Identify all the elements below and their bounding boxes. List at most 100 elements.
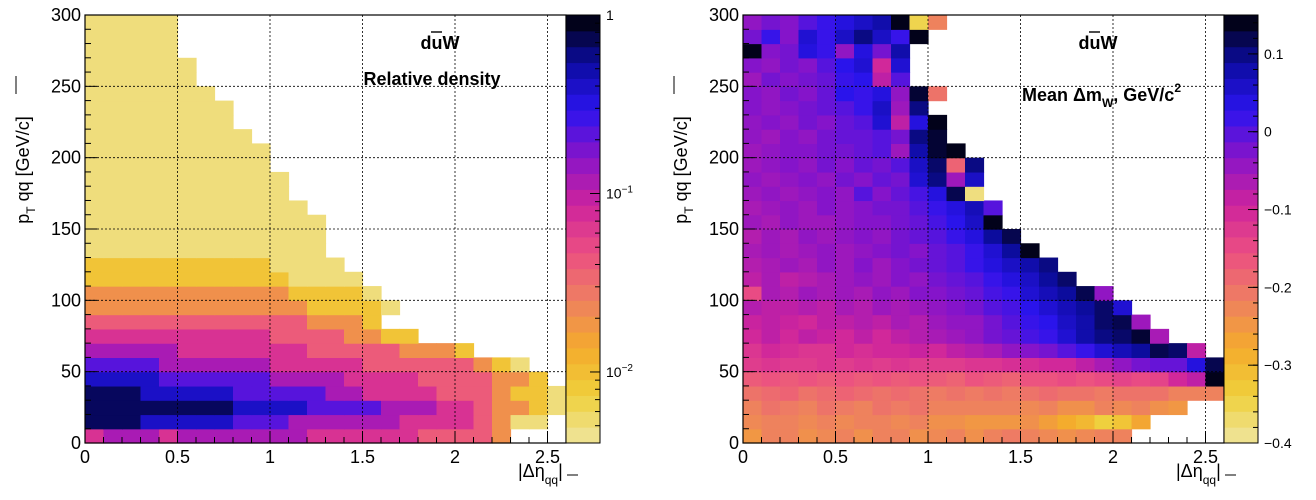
heatmap-cell [177,371,197,387]
colorbar [566,14,600,444]
heatmap-cell [159,171,179,187]
heatmap-cell [344,328,364,344]
heatmap-cell [344,357,364,373]
heatmap-cell [381,414,401,430]
colorbar-band [566,347,600,365]
heatmap-cell [817,300,837,316]
heatmap-cell [1002,271,1022,287]
heatmap-cell [1076,357,1096,373]
heatmap-cell [1094,385,1114,401]
heatmap-cell [780,314,800,330]
heatmap-cell [159,328,179,344]
heatmap-cell [965,385,985,401]
heatmap-cell [455,414,475,430]
heatmap-cell [817,428,837,444]
heatmap-cell [103,343,123,358]
heatmap-cell [817,129,837,144]
heatmap-cell [1094,357,1114,373]
heatmap-cell [85,343,105,358]
heatmap-cell [214,214,234,230]
heatmap-cell [399,357,419,373]
heatmap-cell [344,414,364,430]
heatmap-cell [436,357,456,373]
heatmap-cell [743,72,763,87]
heatmap-cell [817,343,837,358]
heatmap-cell [1076,385,1096,401]
heatmap-cell [270,229,290,244]
heatmap-cell [1187,357,1207,373]
heatmap-cell [455,343,475,358]
heatmap-cell [177,200,197,216]
heatmap-cell [122,371,142,387]
heatmap-cell [251,357,271,373]
heatmap-cell [140,357,160,373]
heatmap-cell [743,214,763,230]
heatmap-cell [196,414,216,430]
heatmap-cell [872,357,892,373]
heatmap-cell [177,314,197,330]
heatmap-cell [251,271,271,287]
heatmap-cell [288,229,308,244]
heatmap-cell [743,57,763,73]
heatmap-cell [798,114,818,130]
heatmap-cell [835,300,855,316]
heatmap-cell [307,300,327,316]
heatmap-cell [835,385,855,401]
heatmap-cell [473,414,493,430]
heatmap-cell [103,300,123,316]
heatmap-cell [891,300,911,316]
heatmap-cell [817,200,837,216]
colorbar-band [566,379,600,396]
heatmap-cell [965,300,985,316]
heatmap-cell [307,400,327,416]
heatmap-cell [780,343,800,358]
heatmap-cell [233,328,253,344]
colorbar-band [1224,15,1258,32]
heatmap-cell [761,243,781,259]
heatmap-cell [854,143,874,159]
heatmap-cell [761,328,781,344]
colorbar-band [566,125,600,143]
colorbar-band [566,15,600,32]
mass-shift-chart-panel: 0 0.5 1 1.5 2 2.5 0 50 100 150 200 250 300 |Δηqq| pT q… [658,0,1316,500]
heatmap-cell [196,114,216,130]
heatmap-cell [835,200,855,216]
heatmap-cell [983,300,1003,316]
heatmap-cell [103,286,123,301]
heatmap-cell [983,314,1003,330]
heatmap-cell [835,243,855,259]
heatmap-cell [965,257,985,273]
heatmap-cell [891,257,911,273]
heatmap-cell [307,371,327,387]
heatmap-cell [196,328,216,344]
heatmap-cell [798,200,818,216]
heatmap-cell [473,371,493,387]
colorbar-tick-base: −0.4 [1264,435,1292,451]
heatmap-cell [1076,428,1096,444]
heatmap-cell [1113,328,1133,344]
heatmap-cell [233,257,253,273]
heatmap-cell [909,286,929,301]
heatmap-cell [196,86,216,102]
heatmap-cell [103,428,123,444]
heatmap-cell [1039,300,1059,316]
heatmap-cell [817,57,837,73]
heatmap-cell [140,229,160,244]
heatmap-cell [251,300,271,316]
heatmap-cell [325,257,345,273]
chart-subtitle-subscript: W [1102,96,1114,110]
heatmap-cell [798,143,818,159]
heatmap-cell [1020,286,1040,301]
heatmap-cell [196,286,216,301]
heatmap-cell [928,414,948,430]
heatmap-cell [798,314,818,330]
heatmap-cell [233,243,253,259]
heatmap-cell [103,385,123,401]
heatmap-cell [270,257,290,273]
heatmap-cell [891,357,911,373]
heatmap-cell [288,257,308,273]
heatmap-cell [1057,400,1077,416]
heatmap-cell [288,314,308,330]
heatmap-cell [140,15,160,30]
heatmap-cell [946,229,966,244]
